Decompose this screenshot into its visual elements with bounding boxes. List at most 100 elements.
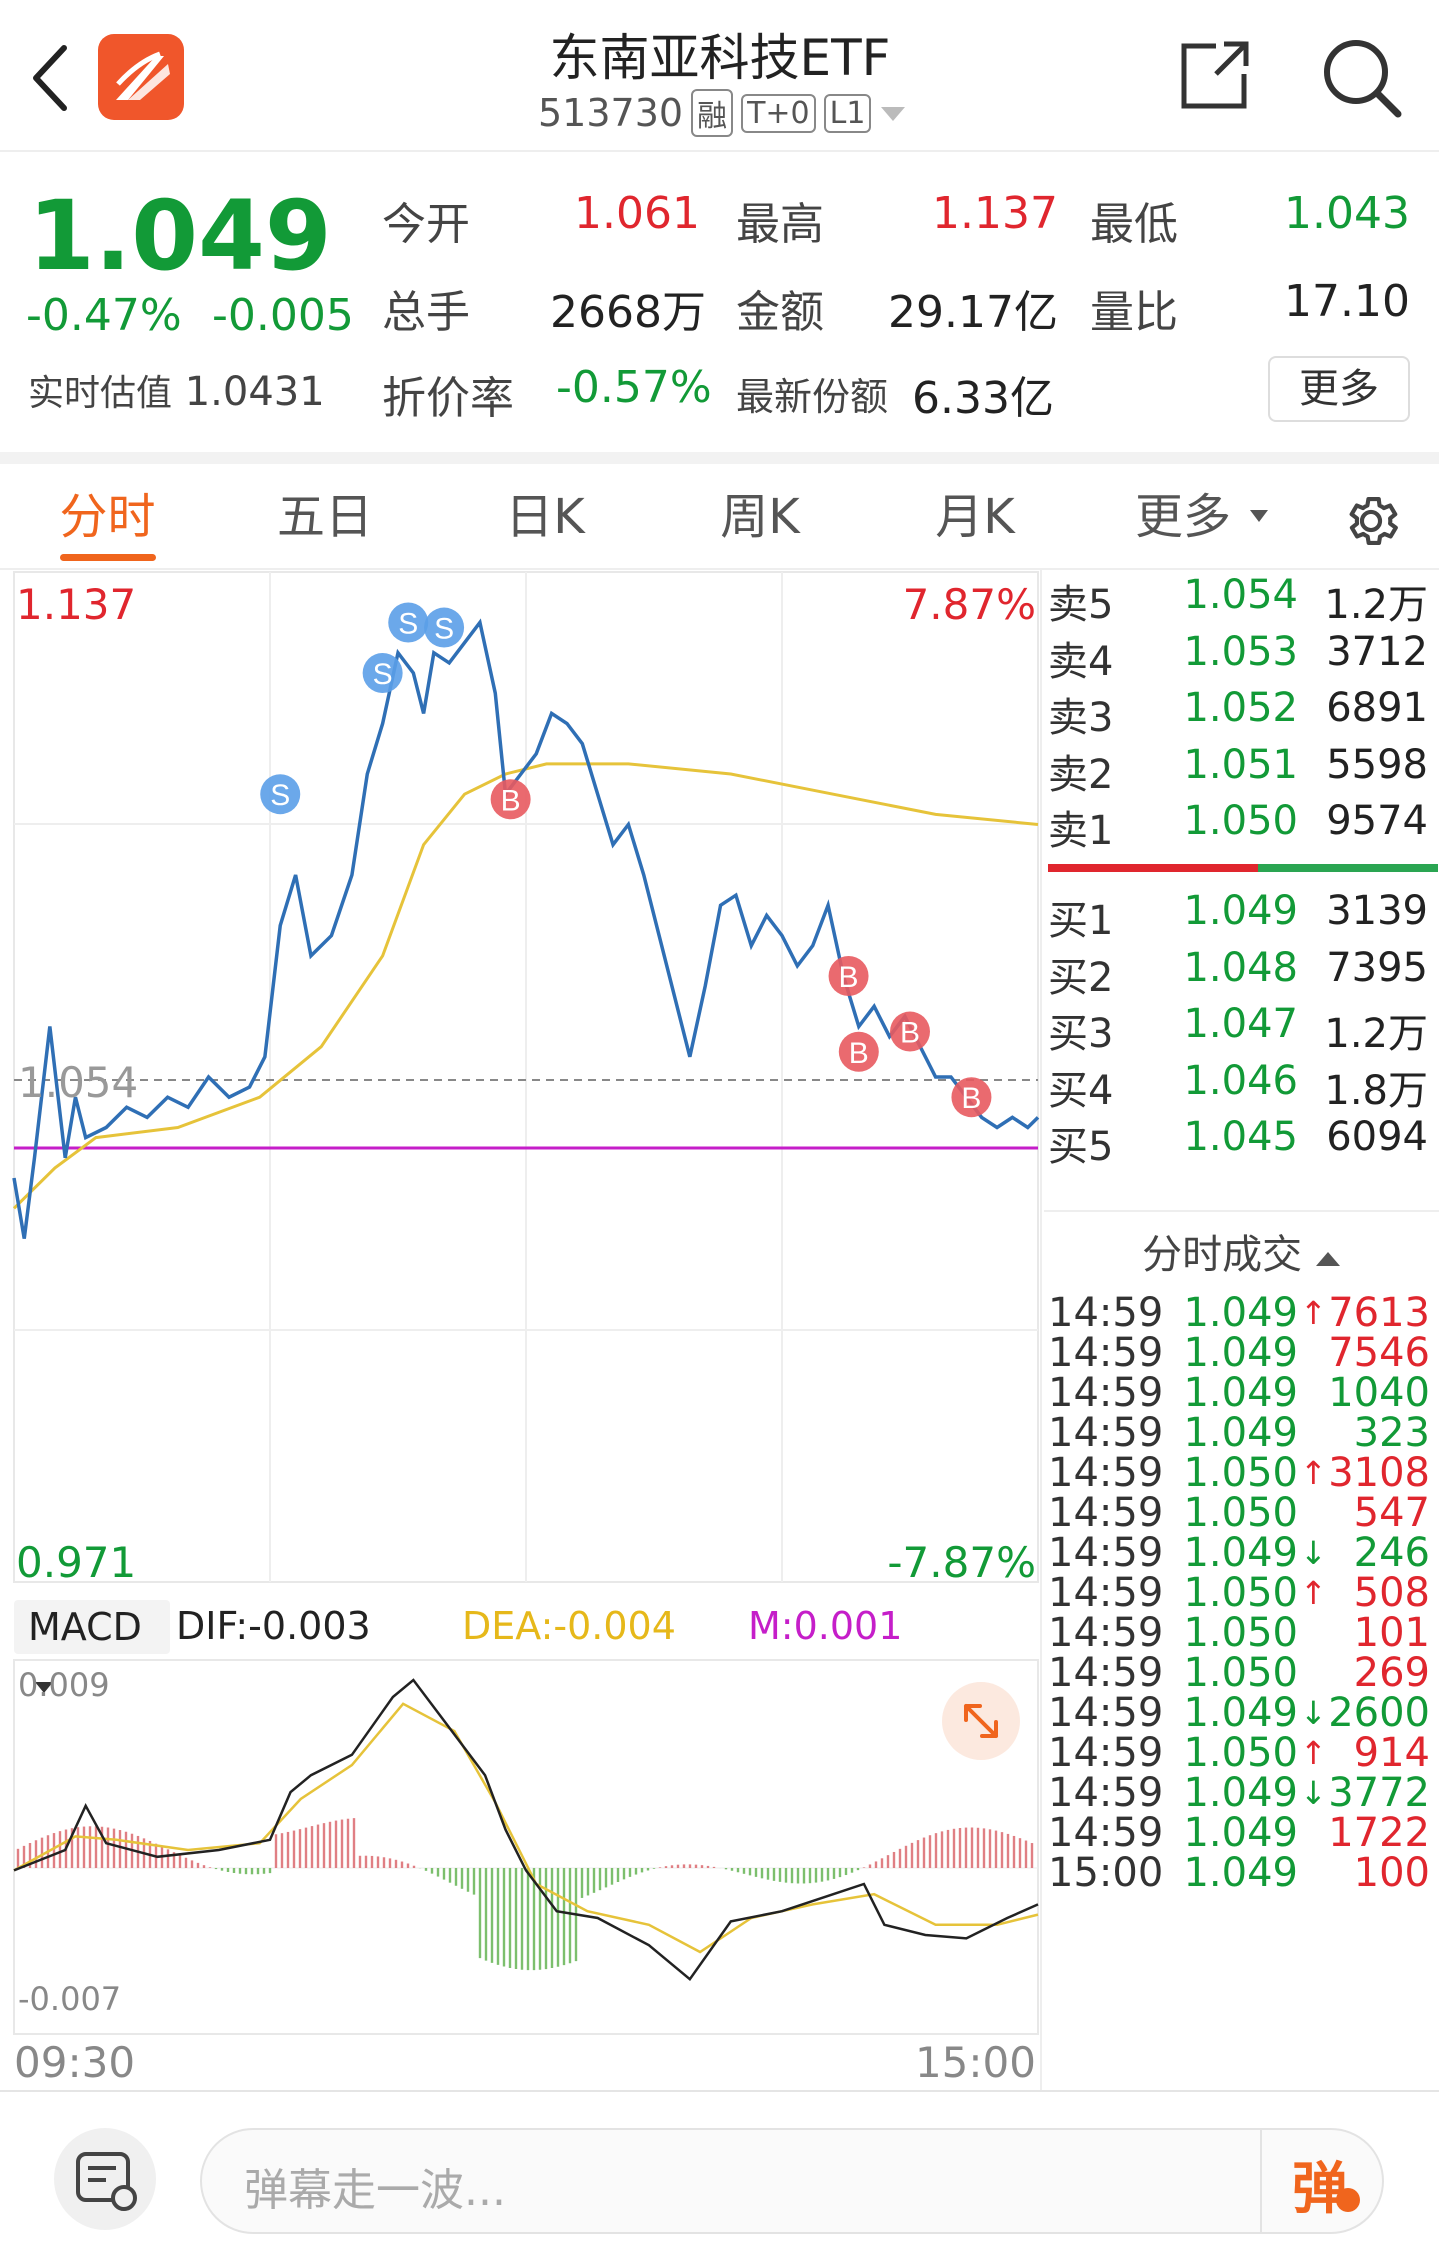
macd-dea: DEA:-0.004: [462, 1604, 676, 1648]
ask-price: 1.051: [1183, 741, 1298, 788]
tick-arrow: ↓: [1300, 1534, 1327, 1572]
macd-histogram: [16, 1818, 1034, 1971]
bid-price: 1.045: [1183, 1114, 1298, 1160]
tick-volume: 2600: [1328, 1690, 1430, 1736]
ticks-title: 分时成交: [1142, 1232, 1303, 1278]
expand-icon: [964, 1704, 998, 1738]
sell-marker: S: [388, 602, 429, 643]
tab-five-day[interactable]: 五日: [276, 489, 373, 545]
svg-text:B: B: [501, 784, 521, 817]
tick-row: 14:59 1.050 ↑ 3108: [1048, 1450, 1433, 1496]
settings-gear-icon[interactable]: [1340, 490, 1402, 552]
tick-row: 14:59 1.050 ↑ 914: [1048, 1730, 1433, 1776]
bottom-bar: 弹幕走一波... 弹: [0, 2090, 1439, 2247]
tick-price: 1.050: [1183, 1730, 1298, 1776]
bid-volume: 6094: [1326, 1114, 1428, 1160]
tab-weekly-k[interactable]: 周K: [720, 489, 800, 545]
tick-volume: 1040: [1328, 1370, 1430, 1416]
svg-text:S: S: [434, 613, 454, 646]
tick-price: 1.049: [1183, 1370, 1298, 1416]
share-icon[interactable]: [1176, 38, 1252, 114]
notes-icon: [76, 2152, 137, 2211]
estimate-label: 实时估值: [28, 373, 173, 414]
stat-ratio-value: 17.10: [1284, 276, 1410, 327]
sell-marker: S: [424, 607, 465, 648]
bid-price: 1.048: [1183, 944, 1298, 991]
tick-time: 14:59: [1048, 1410, 1164, 1456]
shares-value: 6.33亿: [912, 373, 1054, 424]
bid-label: 买3: [1048, 1011, 1114, 1057]
fullscreen-button[interactable]: [942, 1682, 1020, 1760]
notes-button[interactable]: [54, 2128, 156, 2230]
sell-marker: S: [362, 653, 403, 693]
time-start: 09:30: [14, 2038, 136, 2087]
tick-time: 14:59: [1048, 1650, 1164, 1696]
code-row: 513730 融 T+0 L1: [538, 89, 907, 137]
tick-row: 14:59 1.050 269: [1048, 1650, 1433, 1696]
stat-low-label: 最低: [1090, 199, 1178, 250]
last-price: 1.049: [28, 180, 332, 292]
tick-price: 1.049: [1183, 1810, 1298, 1856]
discount-label: 折价率: [382, 373, 514, 424]
ask-price: 1.052: [1183, 685, 1298, 732]
tick-time: 14:59: [1048, 1730, 1164, 1776]
search-icon[interactable]: [1320, 36, 1404, 120]
pct-axis-min: -7.87%: [887, 1538, 1036, 1587]
stat-open-label: 今开: [382, 199, 470, 250]
tick-row: 14:59 1.050 101: [1048, 1610, 1433, 1656]
reference-label: 1.054: [18, 1058, 139, 1107]
price-line: [12, 618, 1040, 1239]
tab-daily-k[interactable]: 日K: [505, 489, 585, 545]
tick-time: 14:59: [1048, 1570, 1164, 1616]
bid-price: 1.047: [1183, 1001, 1298, 1047]
danmu-placeholder: 弹幕走一波...: [244, 2165, 506, 2216]
y-axis-min: 0.971: [16, 1538, 137, 1587]
tick-volume: 246: [1353, 1530, 1430, 1576]
tab-intraday[interactable]: 分时: [59, 489, 156, 545]
bid-volume: 7395: [1326, 944, 1428, 991]
stat-amount-label: 金额: [736, 287, 824, 338]
danmu-input[interactable]: 弹幕走一波... 弹: [200, 2128, 1384, 2234]
ask-volume: 3712: [1326, 628, 1428, 675]
tick-price: 1.049: [1183, 1770, 1298, 1816]
back-icon[interactable]: [28, 42, 72, 114]
stat-high-value: 1.137: [932, 188, 1058, 239]
macd-m: M:0.001: [748, 1604, 903, 1648]
tag-level: L1: [823, 93, 872, 133]
tick-price: 1.049: [1183, 1330, 1298, 1376]
estimate-value: 1.0431: [184, 369, 325, 415]
danmu-send-button[interactable]: 弹: [1292, 2157, 1348, 2222]
tick-price: 1.049: [1183, 1850, 1298, 1896]
change-percent: -0.47%: [26, 290, 182, 341]
more-button[interactable]: 更多: [1268, 356, 1410, 422]
tick-price: 1.049: [1183, 1690, 1298, 1736]
ask-label: 卖5: [1048, 582, 1114, 628]
bid-label: 买2: [1048, 954, 1114, 1001]
change-value: -0.005: [212, 290, 354, 341]
tick-price: 1.050: [1183, 1650, 1298, 1696]
tag-margin: 融: [691, 89, 734, 137]
average-price-line: [12, 762, 1039, 1210]
top-bar: 东南亚科技ETF 513730 融 T+0 L1: [0, 0, 1439, 152]
stat-low-value: 1.043: [1284, 188, 1410, 239]
bid-volume: 1.8万: [1324, 1067, 1428, 1114]
tick-price: 1.049: [1183, 1530, 1298, 1576]
tab-monthly-k[interactable]: 月K: [935, 489, 1015, 545]
svg-text:B: B: [961, 1082, 981, 1115]
ask-volume: 6891: [1326, 685, 1428, 732]
ask-price: 1.054: [1183, 572, 1298, 618]
ticks-header[interactable]: 分时成交: [1044, 1222, 1439, 1280]
macd-selector[interactable]: MACD: [14, 1600, 170, 1693]
ask-label: 卖2: [1048, 751, 1114, 798]
dropdown-icon[interactable]: [879, 103, 907, 123]
buy-marker: B: [490, 779, 531, 820]
ask-label: 卖4: [1048, 638, 1114, 685]
tab-more[interactable]: 更多: [1134, 489, 1231, 545]
dea-line: [13, 1702, 1039, 1954]
tick-row: 14:59 1.049 323: [1048, 1410, 1433, 1456]
svg-text:S: S: [270, 779, 290, 812]
tick-time: 15:00: [1048, 1850, 1164, 1896]
